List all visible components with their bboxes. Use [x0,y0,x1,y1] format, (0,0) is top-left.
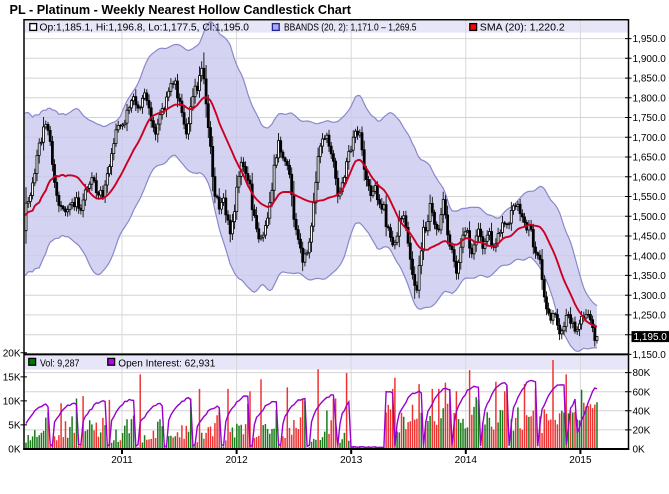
svg-text:Op:1,185.1, Hi:1,196.8, Lo:1,1: Op:1,185.1, Hi:1,196.8, Lo:1,177.5, Cl:1… [40,23,250,34]
svg-text:1,250.0: 1,250.0 [633,311,667,322]
svg-text:BBANDS (20, 2): 1,171.0 – 1,26: BBANDS (20, 2): 1,171.0 – 1,269.5 [284,23,417,34]
svg-text:10K: 10K [3,397,21,408]
svg-text:1,150.0: 1,150.0 [633,350,667,361]
svg-text:1,700.0: 1,700.0 [633,133,667,144]
svg-text:2012: 2012 [225,455,248,466]
svg-text:Vol: 9,287: Vol: 9,287 [40,359,80,370]
svg-text:1,450.0: 1,450.0 [633,232,667,243]
svg-text:1,300.0: 1,300.0 [633,291,667,302]
svg-text:1,400.0: 1,400.0 [633,251,667,262]
svg-text:0K: 0K [633,445,646,456]
svg-text:60K: 60K [633,387,651,398]
svg-text:Open Interest: 62,931: Open Interest: 62,931 [118,359,215,370]
svg-text:2013: 2013 [340,455,363,466]
svg-text:20K: 20K [633,426,651,437]
svg-text:2014: 2014 [455,455,478,466]
svg-text:PL - Platinum - Weekly Nearest: PL - Platinum - Weekly Nearest Hollow Ca… [10,3,352,17]
svg-text:SMA (20): 1,220.2: SMA (20): 1,220.2 [480,23,565,34]
svg-text:1,800.0: 1,800.0 [633,93,667,104]
svg-text:1,550.0: 1,550.0 [633,192,667,203]
svg-text:1,350.0: 1,350.0 [633,271,667,282]
svg-text:2015: 2015 [569,455,592,466]
svg-text:1,750.0: 1,750.0 [633,113,667,124]
svg-text:1,195.0: 1,195.0 [634,332,668,343]
svg-text:5K: 5K [8,421,21,432]
svg-text:1,650.0: 1,650.0 [633,153,667,164]
svg-text:40K: 40K [633,406,651,417]
svg-text:0K: 0K [8,445,21,456]
svg-text:1,600.0: 1,600.0 [633,172,667,183]
svg-text:1,950.0: 1,950.0 [633,34,667,45]
svg-text:15K: 15K [3,373,21,384]
svg-text:1,900.0: 1,900.0 [633,54,667,65]
svg-text:20K: 20K [3,348,21,359]
svg-text:1,850.0: 1,850.0 [633,74,667,85]
svg-text:80K: 80K [633,368,651,379]
svg-text:2011: 2011 [111,455,133,466]
svg-text:1,500.0: 1,500.0 [633,212,667,223]
